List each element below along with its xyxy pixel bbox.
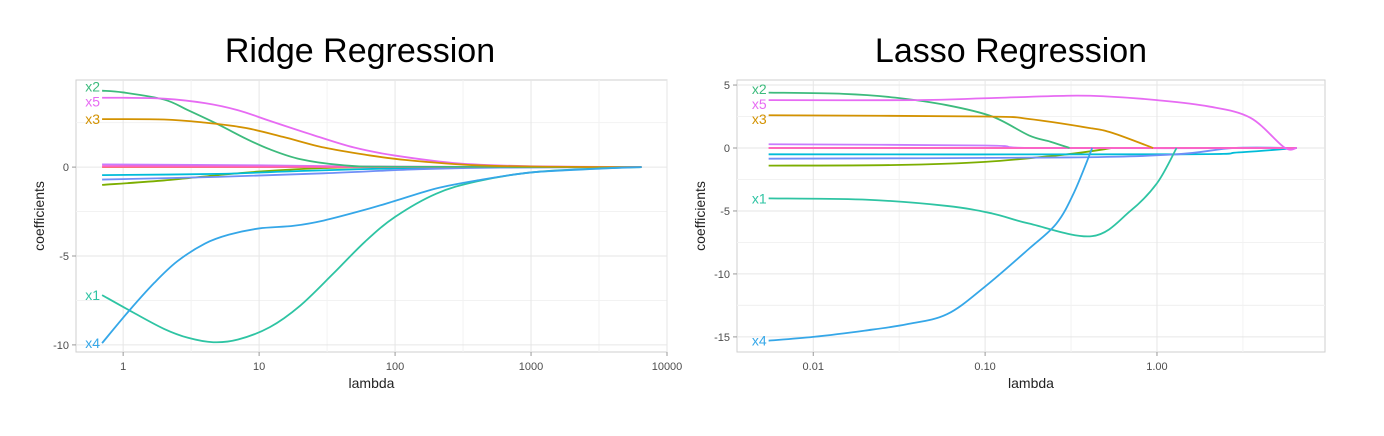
series-label-x2: x2 — [85, 79, 100, 95]
series-label-x1: x1 — [85, 287, 100, 303]
y-tick-label: 5 — [724, 80, 730, 92]
x-tick-label: 100 — [386, 361, 404, 373]
x-tick-label: 1.00 — [1146, 361, 1167, 373]
series-label-x3: x3 — [85, 111, 100, 127]
y-tick-label: 0 — [724, 143, 730, 155]
lasso-chart: Lasso Regression 0.01 0.10 1.00 5 0 -5 -10 -15 la… — [692, 32, 1326, 391]
y-tick-label: -5 — [720, 206, 730, 218]
x-tick-label: 0.01 — [803, 361, 824, 373]
x-axis-label: lambda — [1008, 375, 1054, 391]
series-label-x4: x4 — [752, 333, 767, 349]
y-tick-label: -10 — [53, 340, 69, 352]
plot-panel — [736, 79, 1326, 353]
y-axis-label: coefficients — [692, 181, 708, 251]
ridge-chart: Ridge Regression 1 10 100 1000 10000 0 -5 -10 lam… — [31, 32, 682, 391]
y-axis-label: coefficients — [31, 181, 47, 251]
series-line-x1 — [768, 147, 1178, 238]
series-label-x3: x3 — [752, 111, 767, 127]
x-tick-label: 1 — [120, 361, 126, 373]
series-line-x4 — [101, 166, 642, 344]
y-tick-label: 0 — [63, 162, 69, 174]
y-tick-label: -5 — [59, 251, 69, 263]
series-line-x3 — [768, 114, 1154, 149]
series-line — [768, 147, 1113, 167]
x-axis-label: lambda — [349, 375, 395, 391]
series-line-x4 — [768, 147, 1094, 342]
x-tick-label: 10 — [253, 361, 265, 373]
y-tick-label: -10 — [714, 269, 730, 281]
series-line-x5 — [768, 94, 1297, 151]
series-line-x3 — [102, 118, 642, 169]
series-label-x5: x5 — [752, 96, 767, 112]
series-label-x4: x4 — [85, 335, 100, 351]
x-tick-label: 0.10 — [974, 361, 995, 373]
plot-panel — [75, 79, 668, 353]
chart-title: Lasso Regression — [875, 32, 1147, 70]
series-label-x5: x5 — [85, 94, 100, 110]
series-label-x2: x2 — [752, 81, 767, 97]
series-label-x1: x1 — [752, 190, 767, 206]
series-line-x2 — [768, 91, 1070, 149]
x-tick-label: 1000 — [519, 361, 543, 373]
chart-title: Ridge Regression — [225, 32, 495, 70]
x-tick-label: 10000 — [652, 361, 683, 373]
y-tick-label: -15 — [714, 332, 730, 344]
